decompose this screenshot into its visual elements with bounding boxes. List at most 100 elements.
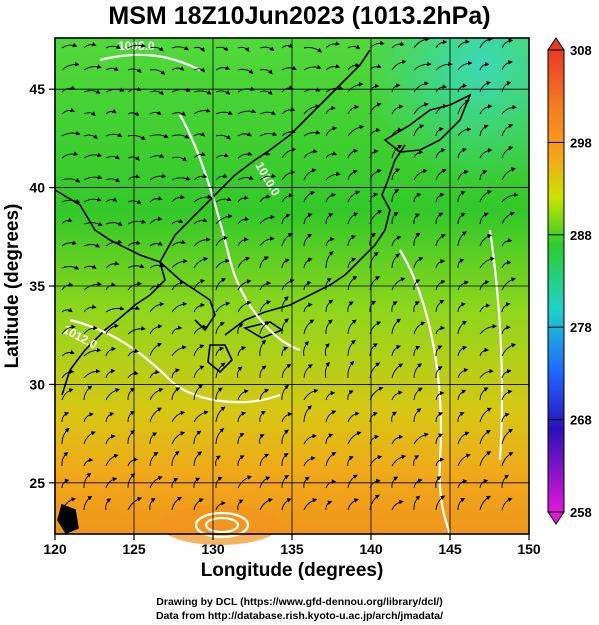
streamline: [303, 341, 310, 357]
y-axis: 25 30 35 40 45: [29, 81, 55, 491]
streamline: [347, 360, 355, 379]
streamline: [369, 362, 381, 379]
streamline: [501, 105, 517, 115]
korean-peninsula: [159, 261, 216, 332]
streamline: [215, 196, 232, 203]
streamline: [501, 302, 511, 313]
streamline: [215, 428, 225, 445]
streamline: [281, 129, 296, 137]
streamline: [435, 476, 442, 489]
credit-drawing: Drawing by DCL (https://www.gfd-dennou.o…: [156, 596, 443, 608]
streamline: [435, 411, 444, 423]
streamline: [347, 235, 356, 247]
streamline: [259, 434, 265, 445]
streamline: [83, 457, 94, 467]
streamline: [347, 390, 354, 401]
streamline: [457, 431, 470, 445]
streamline: [281, 43, 294, 49]
streamline: [149, 110, 162, 116]
streamline: [457, 280, 470, 291]
streamline: [303, 149, 318, 159]
streamline: [325, 250, 334, 269]
streamline: [259, 194, 271, 203]
streamline: [193, 67, 206, 73]
streamline: [215, 46, 229, 52]
streamline: [149, 475, 163, 489]
streamline: [259, 280, 272, 291]
streamline: [237, 216, 250, 225]
streamline: [193, 217, 208, 225]
streamline: [193, 256, 209, 269]
streamline: [435, 168, 447, 181]
streamline: [281, 498, 292, 511]
streamline: [171, 258, 188, 269]
streamline: [61, 369, 75, 379]
streamline: [193, 451, 203, 467]
streamline: [61, 324, 76, 335]
streamline: [391, 434, 404, 445]
streamline: [171, 194, 185, 203]
streamline: [105, 434, 116, 445]
streamline: [391, 345, 401, 357]
streamline: [193, 410, 209, 423]
streamline: [501, 123, 514, 137]
streamline: [281, 85, 294, 93]
streamline: [501, 211, 515, 225]
streamline: [501, 343, 517, 357]
streamline: [303, 64, 322, 71]
streamline: [237, 389, 249, 401]
streamline: [303, 213, 313, 225]
x-tick-label: 150: [517, 541, 541, 557]
streamline: [347, 339, 356, 357]
streamline: [171, 111, 186, 116]
streamline: [61, 349, 75, 357]
streamline: [127, 240, 141, 247]
streamline: [149, 387, 164, 401]
streamline: [127, 348, 140, 357]
streamline: [325, 85, 344, 93]
streamline: [347, 474, 358, 489]
streamline: [369, 251, 379, 269]
streamline: [347, 62, 360, 71]
streamline: [281, 475, 290, 489]
streamline: [259, 365, 267, 379]
streamline: [149, 90, 164, 96]
streamline: [303, 319, 315, 335]
streamline: [303, 433, 317, 445]
streamline: [105, 323, 120, 335]
streamline: [105, 108, 117, 115]
streamline: [83, 134, 98, 139]
streamline: [457, 126, 472, 137]
streamline: [281, 233, 294, 247]
streamline: [171, 66, 185, 71]
streamline: [413, 232, 421, 247]
streamline: [61, 217, 73, 225]
isobar-1010: [179, 114, 301, 352]
streamline: [347, 190, 361, 203]
streamline: [193, 498, 204, 511]
streamline: [369, 127, 381, 137]
streamline: [149, 497, 156, 511]
streamline: [369, 168, 382, 181]
streamline: [193, 365, 205, 379]
streamline: [281, 193, 294, 203]
streamline: [193, 430, 202, 445]
streamline: [193, 477, 201, 489]
streamline: [83, 221, 103, 226]
streamline: [391, 168, 401, 181]
streamline: [61, 265, 80, 270]
streamline: [281, 147, 297, 159]
streamline: [501, 146, 514, 159]
y-axis-label: Latitude (degrees): [2, 204, 23, 369]
streamline: [281, 107, 296, 115]
streamline: [479, 212, 489, 225]
streamline: [193, 108, 211, 115]
streamline: [347, 169, 358, 181]
streamline: [149, 432, 158, 445]
streamline: [83, 264, 97, 270]
streamline: [479, 190, 492, 203]
streamline: [369, 494, 380, 511]
streamline: [171, 477, 179, 489]
streamline: [347, 319, 357, 335]
streamline: [237, 475, 253, 489]
